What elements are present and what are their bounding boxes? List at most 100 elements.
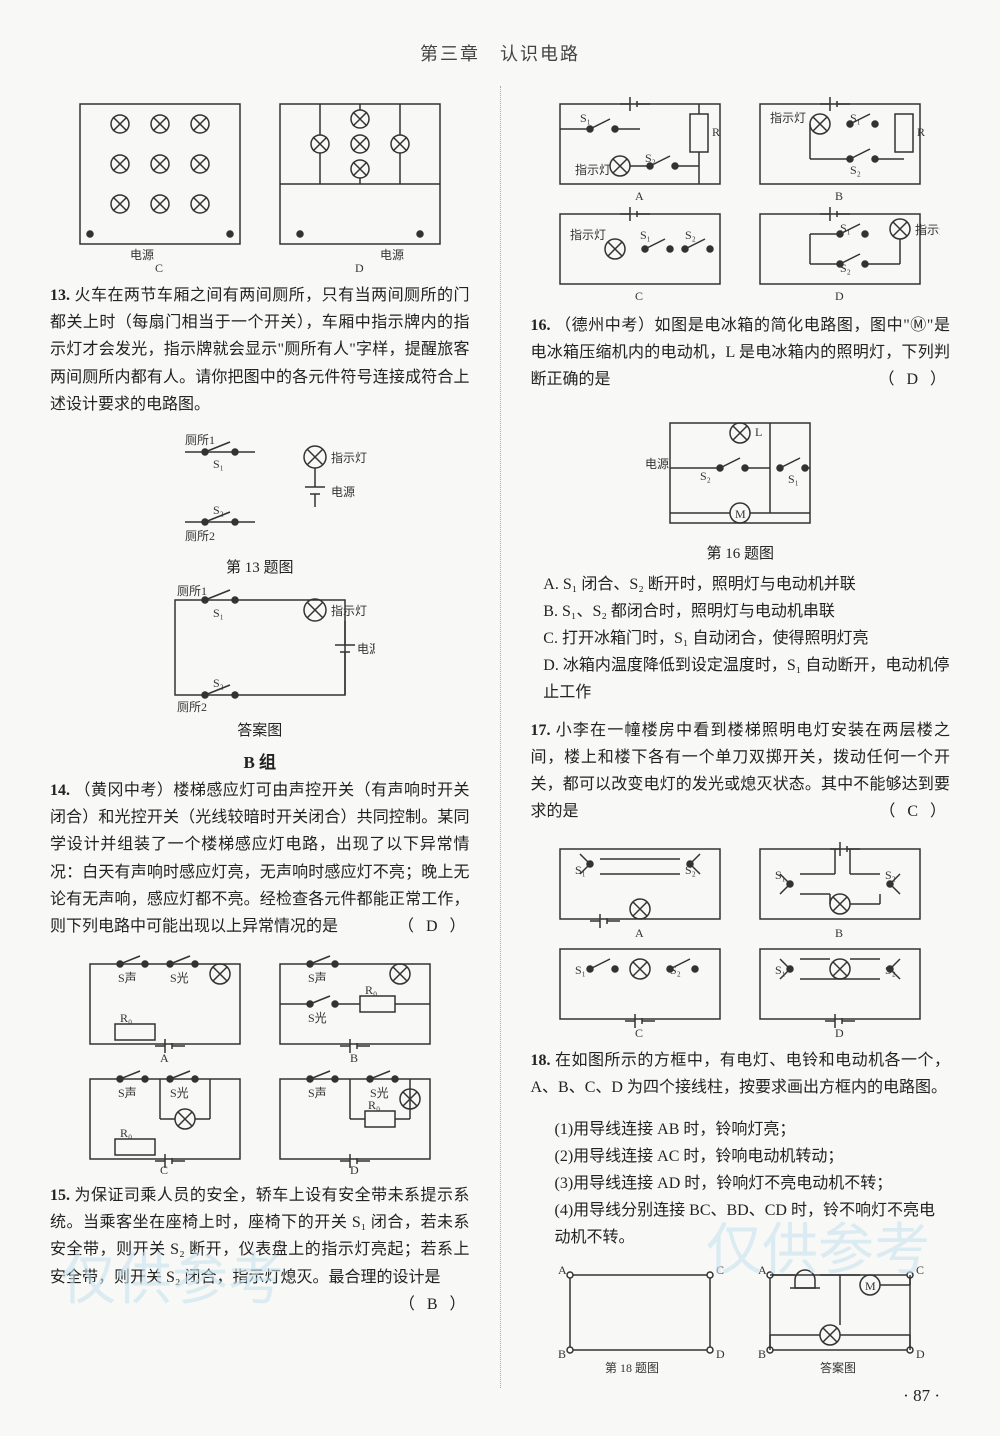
svg-text:电源: 电源: [130, 248, 154, 262]
svg-text:厕所2: 厕所2: [185, 529, 215, 543]
svg-text:C: C: [716, 1263, 724, 1277]
q18-sub4: (4)用导线分别连接 BC、BD、CD 时，铃不响灯不亮电动机不转。: [555, 1197, 951, 1251]
svg-text:电源: 电源: [645, 457, 669, 471]
svg-text:A: A: [635, 189, 644, 203]
svg-text:D: D: [916, 1347, 925, 1361]
svg-text:C: C: [160, 1163, 168, 1174]
svg-text:S声: S声: [308, 1086, 327, 1100]
svg-text:D: D: [835, 289, 844, 303]
svg-text:A: A: [558, 1263, 567, 1277]
svg-text:厕所1: 厕所1: [185, 433, 215, 447]
svg-text:S声: S声: [308, 971, 327, 985]
svg-text:R: R: [917, 125, 925, 139]
svg-text:C: C: [916, 1263, 924, 1277]
q18-text: 在如图所示的方框中，有电灯、电铃和电动机各一个，A、B、C、D 为四个接线柱，按…: [531, 1052, 951, 1096]
svg-text:R₀: R₀: [120, 1126, 132, 1140]
q14-text: （黄冈中考）楼梯感应灯可由声控开关（有声响时开关闭合）和光控开关（光线较暗时开关…: [50, 782, 470, 935]
q13-fig1: 厕所1 S₁ 指示灯 厕所2 S₂ 电源 第 13 题图: [50, 432, 470, 577]
q16-opt-b: B. S₁、S₂ 都闭合时，照明灯与电动机串联: [543, 598, 950, 625]
svg-text:厕所1: 厕所1: [177, 585, 207, 598]
q18-figs: A C B D 第 18 题图 A C B D M: [531, 1260, 951, 1380]
q17-num: 17.: [531, 722, 551, 739]
svg-text:指示灯: 指示灯: [770, 110, 806, 125]
question-17: 17. 小李在一幢楼房中看到楼梯照明电灯安装在两层楼之间，楼上和楼下各有一个单刀…: [531, 717, 951, 826]
column-divider: [500, 86, 501, 1388]
svg-text:指示灯: 指示灯: [575, 162, 611, 177]
svg-text:厕所2: 厕所2: [177, 700, 207, 714]
q16-answer: （ D ）: [878, 366, 950, 393]
question-16: 16. （德州中考）如图是电冰箱的简化电路图，图中"Ⓜ"是电冰箱压缩机内的电动机…: [531, 312, 951, 394]
svg-text:S光: S光: [170, 971, 189, 985]
q14-num: 14.: [50, 782, 70, 799]
svg-text:R₀: R₀: [120, 1011, 132, 1025]
right-column: S₁ R 指示灯 S₂ A 指示灯 S₁: [531, 86, 951, 1388]
svg-text:M: M: [865, 1279, 876, 1293]
svg-text:R₀: R₀: [368, 1098, 380, 1112]
fig12-row: 电源 C 电源 D: [50, 94, 470, 274]
q16-opt-d: D. 冰箱内温度降低到设定温度时，S₁ 自动断开，电动机停止工作: [543, 652, 950, 706]
q13-figcap2: 答案图: [50, 719, 470, 740]
svg-text:S₂: S₂: [213, 676, 224, 690]
svg-text:C: C: [635, 1026, 643, 1039]
svg-text:C: C: [635, 289, 643, 303]
q14-answer: （ D ）: [398, 913, 470, 940]
svg-text:B: B: [835, 189, 843, 203]
svg-text:S₂: S₂: [850, 163, 861, 177]
svg-text:S₂: S₂: [700, 469, 711, 483]
q16-figcap: 第 16 题图: [531, 542, 951, 563]
q15-figs: S₁ R 指示灯 S₂ A 指示灯 S₁: [531, 94, 951, 304]
q18-num: 18.: [531, 1052, 551, 1069]
svg-text:S₁: S₁: [788, 472, 799, 486]
svg-text:A: A: [635, 926, 644, 940]
svg-text:S₁: S₁: [213, 606, 224, 620]
svg-text:A: A: [758, 1263, 767, 1277]
q13-text: 火车在两节车厢之间有两间厕所，只有当两间厕所的门都关上时（每扇门相当于一个开关）…: [50, 287, 470, 413]
svg-text:D: D: [835, 1026, 844, 1039]
svg-text:R: R: [712, 125, 720, 139]
svg-text:电源: 电源: [357, 642, 375, 656]
svg-text:R₀: R₀: [365, 983, 377, 997]
svg-text:B: B: [558, 1347, 566, 1361]
q15-num: 15.: [50, 1187, 70, 1204]
svg-text:D: D: [355, 261, 364, 274]
svg-text:指示灯: 指示灯: [331, 603, 367, 618]
page-number: · 87 ·: [903, 1386, 940, 1406]
question-14: 14. （黄冈中考）楼梯感应灯可由声控开关（有声响时开关闭合）和光控开关（光线较…: [50, 777, 470, 940]
question-13: 13. 火车在两节车厢之间有两间厕所，只有当两间厕所的门都关上时（每扇门相当于一…: [50, 282, 470, 418]
question-15: 15. 为保证司乘人员的安全，轿车上设有安全带未系提示系统。当乘客坐在座椅上时，…: [50, 1182, 470, 1291]
svg-text:指示灯: 指示灯: [570, 227, 606, 242]
svg-text:D: D: [350, 1163, 359, 1174]
q17-answer: （ C ）: [879, 798, 950, 825]
left-column: 电源 C 电源 D: [50, 86, 470, 1388]
svg-text:B: B: [835, 926, 843, 940]
svg-text:S₁: S₁: [575, 963, 586, 977]
svg-text:第 18 题图: 第 18 题图: [605, 1361, 659, 1375]
two-column-layout: 电源 C 电源 D: [50, 86, 950, 1388]
q18-sub2: (2)用导线连接 AC 时，铃响电动机转动；: [555, 1143, 951, 1170]
q17-figs: S₁ S₂ A S₁ S₂: [531, 839, 951, 1039]
q14-figs: S声 S光 R₀ A S声 S光 R₀: [50, 954, 470, 1174]
group-b-heading: B 组: [50, 748, 470, 773]
q15-text: 为保证司乘人员的安全，轿车上设有安全带未系提示系统。当乘客坐在座椅上时，座椅下的…: [50, 1187, 470, 1286]
svg-text:L: L: [755, 425, 762, 439]
q16-fig: 电源 L S₂ S₁ M 第 16 题图: [531, 408, 951, 563]
svg-text:S₁: S₁: [640, 228, 651, 242]
svg-text:B: B: [758, 1347, 766, 1361]
q13-fig2: 厕所1 S₁ 指示灯 厕所2 S₂ 电源 答案图: [50, 585, 470, 740]
svg-text:S声: S声: [118, 971, 137, 985]
question-18: 18. 在如图所示的方框中，有电灯、电铃和电动机各一个，A、B、C、D 为四个接…: [531, 1047, 951, 1101]
svg-text:S声: S声: [118, 1086, 137, 1100]
svg-text:指示灯: 指示灯: [331, 450, 367, 465]
q16-opt-a: A. S₁ 闭合、S₂ 断开时，照明灯与电动机并联: [543, 571, 950, 598]
svg-text:S₁: S₁: [580, 111, 591, 125]
svg-text:电源: 电源: [380, 248, 404, 262]
svg-text:A: A: [160, 1051, 169, 1065]
svg-text:S₂: S₂: [213, 503, 224, 517]
svg-text:B: B: [350, 1051, 358, 1065]
q16-opt-c: C. 打开冰箱门时，S₁ 自动闭合，使得照明灯亮: [543, 625, 950, 652]
svg-text:答案图: 答案图: [820, 1360, 856, 1375]
svg-text:S₂: S₂: [685, 228, 696, 242]
svg-text:M: M: [735, 507, 746, 521]
svg-text:S光: S光: [170, 1086, 189, 1100]
svg-text:S光: S光: [308, 1011, 327, 1025]
